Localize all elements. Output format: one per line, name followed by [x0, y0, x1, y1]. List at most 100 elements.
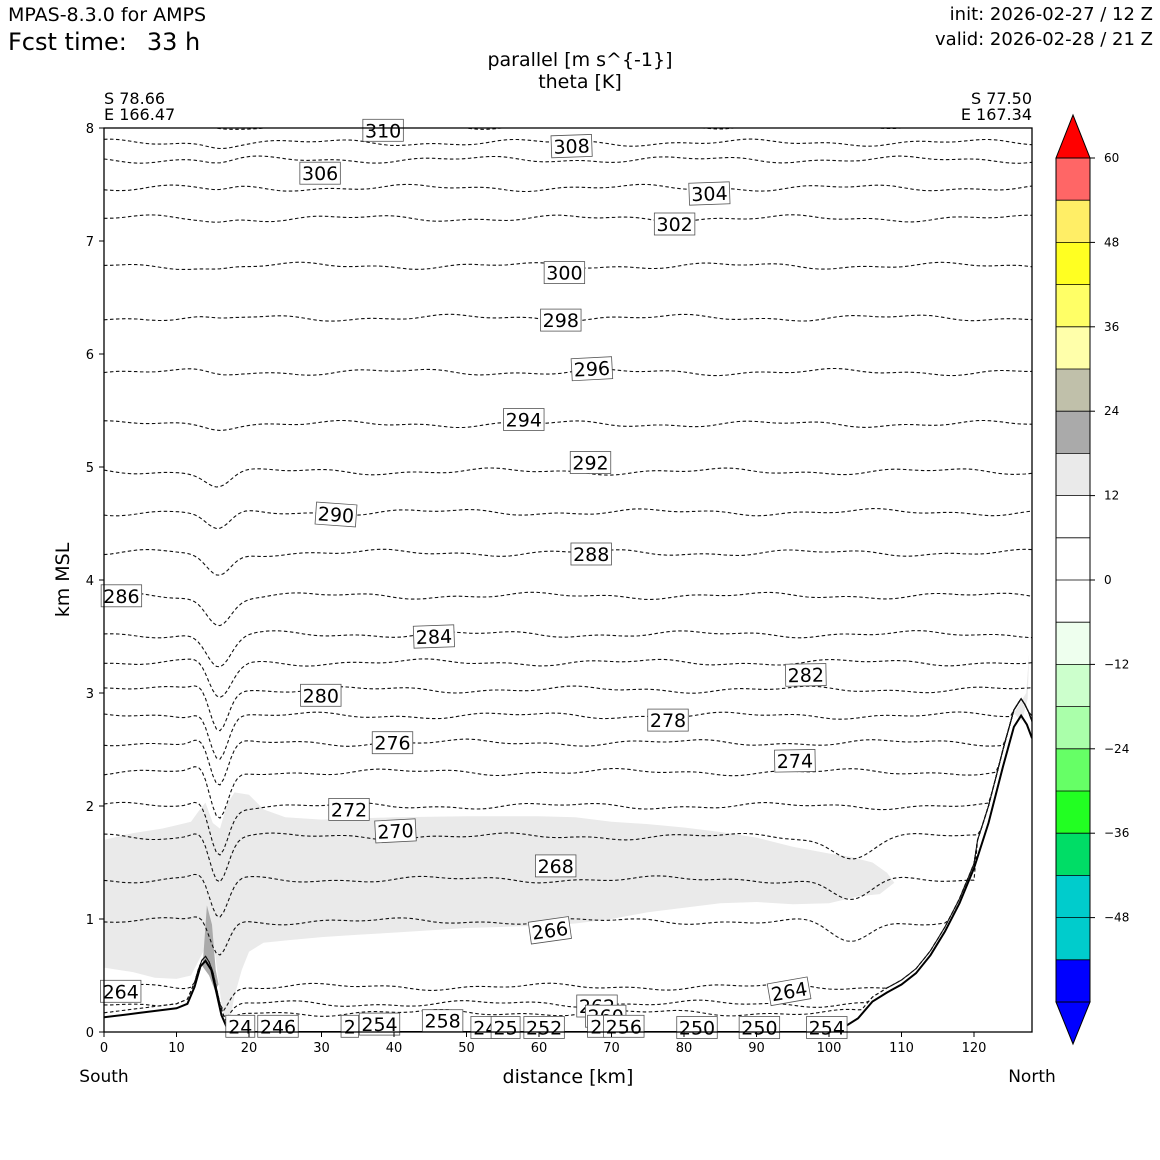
theta-contour-282 — [104, 658, 1032, 699]
contour-label-37: 250 — [676, 1016, 718, 1040]
x-tick-label: 70 — [603, 1041, 620, 1056]
forecast-time-label: Fcst time: — [8, 28, 127, 56]
contour-label-box — [299, 161, 341, 185]
contour-label-box — [535, 854, 577, 878]
contour-label-text: 300 — [546, 263, 582, 285]
colorbar-segment — [1056, 706, 1090, 749]
theta-contour-300 — [104, 261, 1032, 270]
contour-label-22: 266 — [527, 916, 572, 945]
contour-label-box — [523, 1016, 565, 1039]
colorbar-tick-label: −48 — [1104, 911, 1129, 925]
colorbar-tick-label: −36 — [1104, 826, 1129, 840]
contour-label-12: 286 — [100, 584, 143, 608]
colorbar: 60 48 36 24 12 0 −12 −24 −36 −48 — [1055, 113, 1129, 1046]
colorbar-under-triangle — [1055, 1001, 1091, 1046]
contour-label-text: 266 — [531, 918, 570, 945]
contour-label-text: 306 — [302, 163, 338, 185]
theta-contour-284 — [104, 630, 1032, 668]
y-tick-label: 4 — [86, 574, 94, 589]
y-tick-label: 1 — [86, 913, 94, 928]
colorbar-segment — [1056, 791, 1090, 834]
colorbar-tick-label: 36 — [1104, 320, 1119, 334]
contour-label-30: 254 — [358, 1012, 401, 1036]
contour-label-1: 308 — [550, 133, 593, 159]
terrain-layer — [104, 713, 1032, 1032]
x-tick-label: 80 — [676, 1041, 693, 1056]
contour-label-29: 2 — [340, 1014, 359, 1038]
contour-label-text: 292 — [572, 453, 608, 475]
theta-contour-308 — [104, 138, 1032, 150]
y-tick-label: 2 — [86, 800, 94, 815]
contour-label-5: 300 — [543, 261, 586, 285]
contour-label-text: 250 — [679, 1018, 715, 1040]
colorbar-segment — [1056, 748, 1090, 791]
end-direction-label: North — [1008, 1067, 1056, 1087]
contour-label-20: 270 — [374, 818, 417, 844]
terrain-line — [104, 713, 1032, 1032]
contour-label-text: 256 — [606, 1016, 642, 1038]
contour-label-text: 286 — [103, 586, 139, 608]
contour-label-34: 252 — [523, 1016, 565, 1040]
x-tick-label: 100 — [817, 1041, 842, 1056]
contour-label-39: 254 — [806, 1016, 848, 1040]
x-tick-label: 20 — [241, 1041, 258, 1056]
y-axis-label: km MSL — [52, 542, 74, 617]
model-title: MPAS-8.3.0 for AMPS — [8, 4, 207, 26]
colorbar-segment — [1056, 664, 1090, 707]
theta-contour-290 — [104, 508, 1032, 530]
x-axis-label: distance [km] — [503, 1066, 634, 1088]
contour-label-text: 254 — [361, 1014, 397, 1036]
y-tick-label: 8 — [86, 122, 94, 137]
colorbar-tick-label: −12 — [1104, 657, 1129, 671]
contour-label-box — [503, 408, 545, 431]
contour-label-24: 264 — [766, 976, 812, 1006]
chart-title-theta: theta [K] — [538, 71, 622, 93]
contour-label-38: 250 — [738, 1016, 781, 1040]
contour-label-text: 290 — [317, 503, 355, 527]
contour-label-box — [806, 1016, 848, 1039]
contour-label-text: 246 — [260, 1016, 296, 1038]
contour-label-text: 308 — [553, 135, 590, 158]
x-tick-label: 40 — [386, 1041, 403, 1056]
contour-label-35: 2 — [587, 1014, 606, 1038]
colorbar-segment — [1056, 284, 1090, 327]
wind-shading-region-1 — [202, 905, 219, 991]
contour-label-text: 270 — [377, 820, 414, 844]
contour-label-text: 296 — [573, 358, 610, 382]
contour-label-box — [647, 708, 689, 732]
contour-label-box — [328, 798, 370, 821]
contour-label-text: 272 — [331, 799, 367, 821]
x-tick-label: 0 — [100, 1041, 108, 1056]
theta-contour-298 — [104, 313, 1032, 322]
contour-label-16: 278 — [647, 708, 689, 732]
y-axis: 0 1 2 3 4 5 6 7 8 — [86, 122, 104, 1041]
contour-label-8: 294 — [503, 408, 545, 432]
contour-label-box — [676, 1016, 718, 1039]
contour-label-box — [362, 118, 404, 142]
colorbar-over-triangle — [1055, 113, 1091, 159]
theta-contour-292 — [104, 467, 1032, 488]
contour-label-box — [784, 663, 827, 687]
theta-contour-276 — [104, 697, 1032, 786]
contour-label-box — [570, 356, 614, 382]
x-tick-label: 10 — [168, 1041, 185, 1056]
start-lat: S 78.66 — [104, 89, 165, 108]
theta-contour-294 — [104, 419, 1032, 431]
contour-label-33: 25 — [490, 1016, 521, 1040]
contour-label-text: 2 — [590, 1016, 602, 1038]
contour-label-box — [653, 212, 696, 236]
contour-label-15: 280 — [300, 683, 342, 707]
end-lon: E 167.34 — [961, 105, 1032, 124]
contour-label-0: 310 — [362, 118, 404, 142]
contour-label-28: 246 — [257, 1014, 299, 1038]
contour-label-text: 302 — [656, 214, 692, 236]
contour-label-27: 24 — [225, 1014, 256, 1038]
colorbar-tick-label: −24 — [1104, 742, 1129, 756]
contour-label-box — [371, 731, 414, 755]
colorbar-segment — [1056, 200, 1090, 243]
contour-label-text: 254 — [809, 1018, 845, 1040]
contour-label-box — [358, 1012, 401, 1036]
colorbar-segment — [1056, 622, 1090, 665]
contour-label-text: 258 — [424, 1011, 460, 1033]
contour-label-layer: 310 308 306 304 302 300 298 296 294 292 290 288 286 2… — [100, 118, 848, 1040]
